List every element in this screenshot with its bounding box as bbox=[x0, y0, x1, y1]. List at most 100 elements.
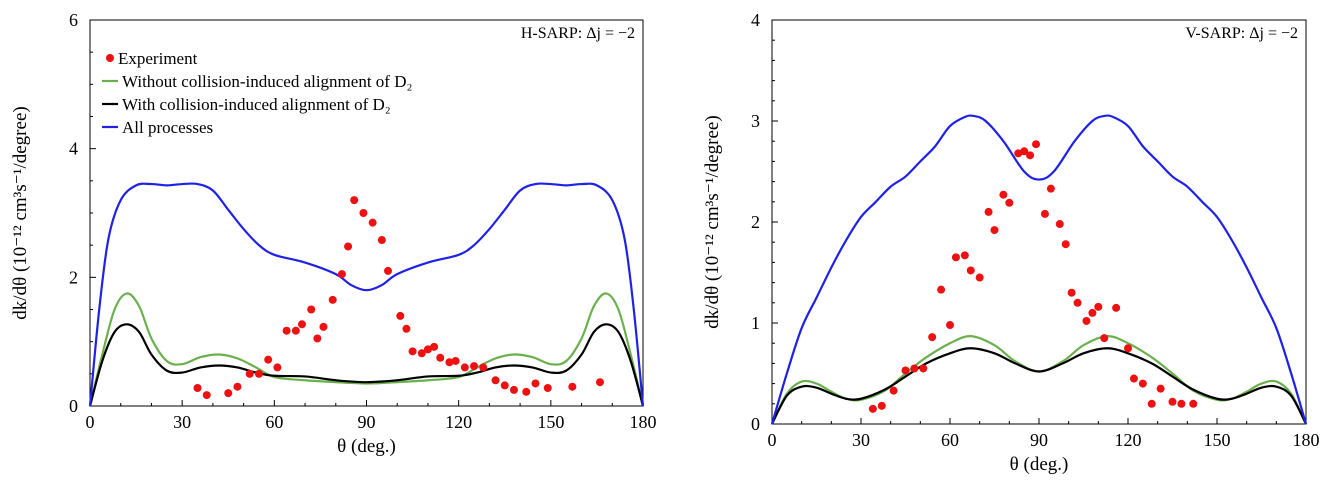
data-point bbox=[402, 324, 411, 333]
series-line bbox=[771, 335, 1307, 425]
data-point bbox=[337, 270, 346, 279]
data-point bbox=[1138, 379, 1147, 388]
data-point bbox=[359, 209, 368, 217]
data-point bbox=[1046, 184, 1055, 193]
y-tick-label: 4 bbox=[751, 10, 760, 30]
series-line bbox=[771, 347, 1307, 425]
data-point bbox=[491, 376, 500, 385]
data-point bbox=[951, 253, 960, 262]
data-point bbox=[543, 383, 552, 392]
data-point bbox=[1020, 147, 1029, 156]
x-tick-label: 150 bbox=[537, 412, 564, 432]
data-point bbox=[273, 363, 282, 372]
data-point bbox=[297, 320, 306, 329]
data-point bbox=[937, 285, 946, 294]
data-point bbox=[408, 347, 417, 356]
data-point bbox=[430, 342, 439, 351]
data-point bbox=[282, 326, 291, 335]
data-point bbox=[889, 386, 898, 395]
data-point bbox=[984, 207, 993, 216]
series-all bbox=[88, 182, 645, 407]
x-tick-label: 60 bbox=[941, 430, 959, 450]
x-tick-label: 90 bbox=[1030, 430, 1048, 450]
data-point bbox=[1032, 140, 1041, 149]
data-point bbox=[1005, 198, 1014, 207]
data-point bbox=[531, 379, 540, 388]
data-point bbox=[313, 334, 322, 343]
legend-label: All processes bbox=[122, 118, 213, 137]
data-point bbox=[1082, 316, 1091, 325]
x-tick-label: 30 bbox=[852, 430, 870, 450]
data-point bbox=[1112, 303, 1121, 312]
data-point bbox=[233, 382, 242, 391]
series-with bbox=[88, 323, 645, 407]
data-point bbox=[1100, 334, 1109, 343]
data-point bbox=[328, 295, 337, 304]
data-point bbox=[1088, 308, 1097, 317]
series-without bbox=[771, 335, 1307, 425]
x-tick-label: 0 bbox=[86, 412, 95, 432]
data-point bbox=[344, 242, 353, 251]
x-tick-label: 150 bbox=[1204, 430, 1231, 450]
y-tick-label: 1 bbox=[751, 313, 760, 333]
data-point bbox=[264, 355, 273, 364]
data-point bbox=[877, 401, 886, 410]
data-point bbox=[470, 362, 479, 371]
data-point bbox=[1073, 298, 1082, 307]
x-tick-label: 0 bbox=[768, 430, 777, 450]
series-line bbox=[88, 292, 645, 407]
chart-panel-1: 0 30 60 90 120 150 180 0 2 4 6 θ (deg.) dk/dθ (10⁻¹²… bbox=[10, 10, 657, 457]
x-tick-label: 30 bbox=[173, 412, 191, 432]
data-point bbox=[975, 273, 984, 282]
series-line bbox=[88, 323, 645, 407]
series-without bbox=[88, 292, 645, 407]
data-point bbox=[368, 218, 377, 227]
data-point bbox=[193, 383, 202, 392]
data-point bbox=[966, 266, 975, 275]
chart-panel-2: 0 30 60 90 120 150 180 0 1 2 3 4 θ (deg.) dk/dθ (10⁻¹… bbox=[702, 10, 1320, 475]
data-point bbox=[960, 251, 969, 260]
data-point bbox=[1094, 302, 1103, 311]
series-all bbox=[770, 114, 1308, 425]
data-point bbox=[868, 404, 877, 413]
data-point bbox=[224, 389, 233, 398]
data-point bbox=[291, 326, 300, 335]
x-axis-label: θ (deg.) bbox=[1010, 454, 1069, 475]
y-tick-label: 3 bbox=[751, 111, 760, 131]
data-point bbox=[1168, 397, 1177, 406]
data-point bbox=[1040, 209, 1049, 218]
data-point bbox=[999, 190, 1008, 199]
data-point bbox=[377, 236, 386, 245]
y-tick-label: 6 bbox=[69, 10, 78, 30]
data-point bbox=[245, 369, 254, 378]
series-with bbox=[771, 347, 1307, 425]
y-tick-label: 4 bbox=[69, 139, 78, 159]
data-point bbox=[350, 196, 359, 205]
y-tick-label: 2 bbox=[69, 267, 78, 287]
data-point bbox=[254, 369, 263, 378]
y-tick-label: 2 bbox=[751, 212, 760, 232]
data-point bbox=[479, 363, 488, 372]
panel-label: H-SARP: Δj = −2 bbox=[521, 25, 635, 42]
data-point bbox=[928, 333, 937, 342]
data-point bbox=[1124, 344, 1132, 353]
x-axis-label: θ (deg.) bbox=[337, 436, 396, 457]
data-point bbox=[901, 366, 910, 375]
x-tick-label: 180 bbox=[1293, 430, 1320, 450]
legend-label: Without collision-induced alignment of D… bbox=[122, 72, 412, 91]
y-axis-label: dk/dθ (10⁻¹² cm³s⁻¹/degree) bbox=[702, 115, 723, 328]
data-point bbox=[990, 226, 999, 235]
legend-label: Experiment bbox=[118, 49, 198, 68]
data-point bbox=[509, 385, 518, 394]
data-point bbox=[423, 345, 432, 354]
data-point bbox=[1055, 220, 1064, 229]
series-experiment bbox=[868, 140, 1198, 413]
x-tick-label: 90 bbox=[358, 412, 376, 432]
data-point bbox=[417, 349, 426, 358]
data-point bbox=[202, 391, 211, 400]
legend: Experiment Without collision-induced alig… bbox=[102, 49, 412, 137]
legend-label: With collision-induced alignment of D₂ bbox=[122, 95, 391, 114]
data-point bbox=[1189, 399, 1198, 408]
panel-label: V-SARP: Δj = −2 bbox=[1185, 25, 1298, 42]
